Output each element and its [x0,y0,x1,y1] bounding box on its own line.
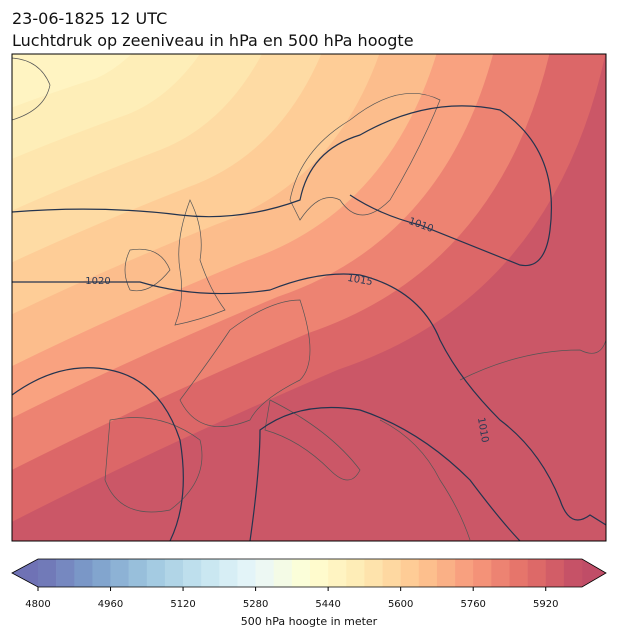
colorbar-segment [273,559,293,587]
extend-low [12,559,38,587]
colorbar-segment [237,559,256,587]
colorbar-segment [436,559,456,587]
colorbar-segment [491,559,510,587]
colorbar-segment [164,559,184,587]
colorbar-segment [328,559,347,587]
colorbar-tick-label: 5760 [460,599,485,610]
colorbar-segment [400,559,420,587]
colorbar-tick-label: 5440 [315,599,340,610]
colorbar: 4800 4960 5120 5280 5440 5600 5760 5920 [11,558,607,610]
contour-label: 1015 [346,273,373,288]
colorbar-tick-label: 4800 [25,599,50,610]
subtitle: Luchtdruk op zeeniveau in hPa en 500 hPa… [12,31,414,50]
colorbar-segment [110,559,129,587]
colorbar-label: 500 hPa hoogte in meter [241,615,378,628]
colorbar-segment [38,559,57,587]
colorbar-tick-label: 4960 [98,599,123,610]
colorbar-segment [509,559,528,587]
colorbar-segment [473,559,492,587]
contour-label: 1020 [85,276,110,287]
colorbar-tick-label: 5920 [533,599,558,610]
band [12,54,132,108]
colorbar-tick-label: 5600 [388,599,413,610]
colorbar-segment [382,559,401,587]
extend-high [582,559,606,587]
isobars [12,105,606,541]
colorbar-segment [563,559,583,587]
colorbar-segment [128,559,148,587]
colorbar-segment [364,559,383,587]
colorbar-segment [146,559,166,587]
colorbar-segment [255,559,275,587]
coastlines [12,57,606,541]
colorbar-segment [183,559,202,587]
colorbar-tick-label: 5120 [170,599,195,610]
colorbar-segment [545,559,565,587]
colorbar-segment [74,559,93,587]
colorbar-segment [56,559,75,587]
colorbar-segment [346,559,365,587]
colorbar-segment [291,559,311,587]
colorbar-segment [418,559,438,587]
colorbar-segment [92,559,111,587]
contour-label: 1010 [475,417,490,444]
map-frame [11,53,607,542]
colorbar-segment [455,559,474,587]
colorbar-segment [201,559,220,587]
colorbar-segment [527,559,547,587]
height-field [12,54,606,541]
colorbar-segment [219,559,238,587]
colorbar-segment [310,559,329,587]
title: 23-06-1825 12 UTC [12,9,167,28]
colorbar-tick-label: 5280 [243,599,268,610]
